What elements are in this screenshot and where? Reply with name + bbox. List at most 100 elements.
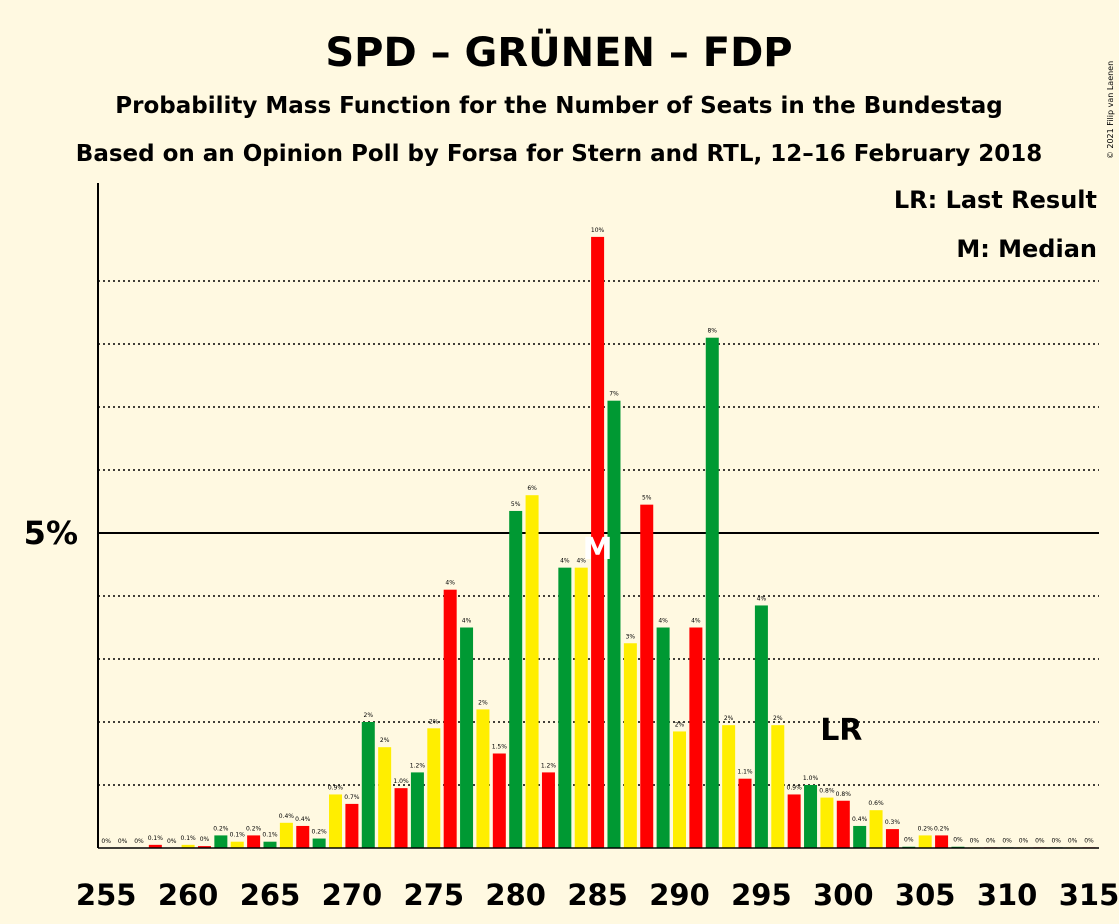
- x-tick-295: 295: [731, 878, 792, 912]
- bar-303: [885, 829, 899, 848]
- bar-label-258: 0.1%: [148, 835, 164, 842]
- bar-label-282: 1.2%: [541, 762, 557, 769]
- bar-279: [492, 753, 506, 848]
- bar-266: [279, 822, 293, 848]
- bar-292: [705, 337, 719, 848]
- bar-label-298: 1.0%: [803, 775, 819, 782]
- bar-295: [754, 605, 768, 848]
- bar-label-314: 0%: [1068, 837, 1078, 844]
- bar-label-283: 4%: [560, 558, 570, 565]
- bar-label-274: 1.2%: [410, 762, 426, 769]
- bar-label-307: 0%: [953, 837, 963, 844]
- chart-title: SPD – GRÜNEN – FDP: [325, 28, 792, 76]
- x-tick-300: 300: [813, 878, 874, 912]
- x-tick-labels: 255 260 265 270 275 280 285 290 295 300 305 310 315: [76, 878, 1119, 912]
- bar-288: [640, 504, 654, 848]
- bar-label-262: 0.2%: [213, 825, 229, 832]
- x-tick-270: 270: [322, 878, 383, 912]
- bar-302: [869, 810, 883, 848]
- bar-262: [214, 835, 228, 848]
- bar-294: [738, 778, 752, 848]
- bar-265: [263, 841, 277, 848]
- bar-261: [197, 846, 211, 848]
- bar-284: [574, 567, 588, 848]
- bar-label-263: 0.1%: [230, 832, 246, 839]
- bar-273: [394, 788, 408, 848]
- bar-278: [476, 709, 490, 848]
- bar-291: [689, 627, 703, 848]
- bar-290: [673, 731, 686, 848]
- bar-296: [771, 725, 785, 848]
- bar-label-291: 4%: [691, 618, 701, 625]
- bar-269: [329, 794, 343, 848]
- bar-label-290: 2%: [675, 721, 685, 728]
- bar-276: [443, 589, 457, 848]
- bar-label-309: 0%: [986, 837, 996, 844]
- x-tick-275: 275: [404, 878, 465, 912]
- bar-305: [918, 835, 932, 848]
- x-tick-290: 290: [649, 878, 710, 912]
- bar-270: [345, 803, 359, 848]
- y-tick-label-5: 5%: [24, 514, 78, 552]
- bar-label-299: 0.8%: [819, 788, 835, 795]
- bar-label-259: 0%: [167, 838, 177, 845]
- bar-label-297: 0.9%: [787, 784, 803, 791]
- bar-label-312: 0%: [1035, 837, 1045, 844]
- bar-293: [722, 725, 736, 848]
- bar-label-295: 4%: [757, 595, 767, 602]
- bar-267: [296, 825, 310, 848]
- bar-label-313: 0%: [1051, 837, 1061, 844]
- bar-label-273: 1.0%: [393, 778, 409, 785]
- bar-label-287: 3%: [626, 633, 636, 640]
- copyright-notice: © 2021 Filip van Laenen: [1106, 61, 1115, 159]
- bar-272: [378, 747, 392, 848]
- chart-subtitle: Probability Mass Function for the Number…: [115, 93, 1002, 119]
- bar-label-277: 4%: [462, 618, 472, 625]
- bar-label-305: 0.2%: [918, 825, 934, 832]
- bar-label-276: 4%: [445, 580, 455, 587]
- bar-label-308: 0%: [970, 837, 980, 844]
- markers: M LR: [583, 532, 863, 748]
- bar-298: [804, 785, 818, 848]
- bar-label-288: 5%: [642, 495, 652, 502]
- bar-label-306: 0.2%: [934, 825, 950, 832]
- bar-275: [427, 728, 441, 848]
- last-result-marker: LR: [820, 713, 862, 748]
- x-tick-265: 265: [240, 878, 301, 912]
- bar-label-279: 1.5%: [492, 744, 508, 751]
- bar-label-302: 0.6%: [868, 800, 884, 807]
- bar-label-265: 0.1%: [262, 832, 278, 839]
- x-tick-260: 260: [158, 878, 219, 912]
- bar-label-264: 0.2%: [246, 825, 262, 832]
- x-tick-285: 285: [567, 878, 628, 912]
- x-tick-305: 305: [895, 878, 956, 912]
- bar-label-260: 0.1%: [180, 835, 196, 842]
- bar-label-301: 0.4%: [852, 816, 868, 823]
- bar-label-303: 0.3%: [885, 819, 901, 826]
- bar-263: [230, 841, 244, 848]
- bar-274: [410, 772, 424, 848]
- bar-297: [787, 794, 801, 848]
- bar-label-286: 7%: [609, 391, 619, 398]
- bar-258: [148, 844, 162, 848]
- bar-label-261: 0%: [200, 836, 210, 843]
- bar-label-293: 2%: [724, 715, 734, 722]
- bar-label-256: 0%: [118, 838, 128, 845]
- bar-264: [247, 835, 261, 848]
- x-tick-310: 310: [977, 878, 1038, 912]
- bar-label-285: 10%: [591, 227, 605, 234]
- bar-label-255: 0%: [101, 838, 111, 845]
- bar-268: [312, 838, 326, 848]
- bar-281: [525, 495, 539, 848]
- bar-label-300: 0.8%: [836, 791, 852, 798]
- median-marker: M: [583, 532, 613, 567]
- bar-label-266: 0.4%: [279, 813, 295, 820]
- bar-label-271: 2%: [364, 712, 374, 719]
- bar-label-267: 0.4%: [295, 816, 311, 823]
- bar-label-304: 0%: [904, 837, 914, 844]
- bar-300: [836, 800, 850, 848]
- bar-label-294: 1.1%: [737, 769, 753, 776]
- bar-301: [853, 825, 867, 848]
- bar-285: [591, 236, 605, 848]
